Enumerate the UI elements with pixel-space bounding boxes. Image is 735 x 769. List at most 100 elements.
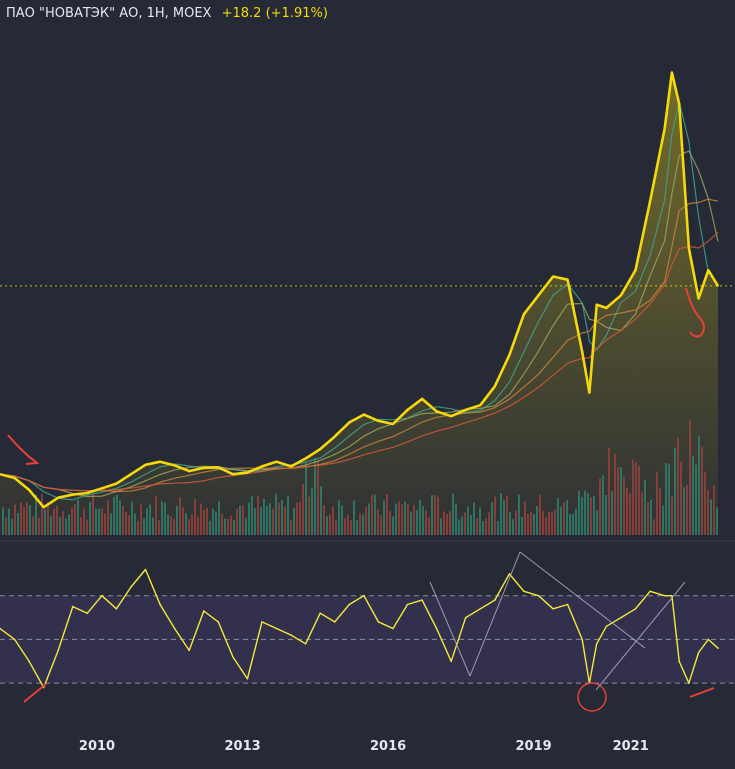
volume-bar (653, 519, 655, 535)
volume-bar (698, 435, 700, 535)
volume-bar (86, 519, 88, 535)
volume-bar (344, 518, 346, 535)
moving-average-line (0, 101, 719, 501)
volume-bar (431, 495, 433, 535)
volume-bar (326, 516, 328, 535)
price-point (42, 506, 45, 509)
rsi-point (0, 627, 1, 630)
price-point (0, 473, 1, 475)
volume-bar (236, 508, 238, 535)
volume-bar (371, 494, 373, 535)
volume-bar (200, 503, 202, 535)
volume-bar (647, 502, 649, 535)
price-point (697, 297, 700, 300)
annotation-layer (7, 287, 715, 712)
volume-bar (20, 502, 22, 535)
volume-bar (503, 500, 505, 535)
volume-bar (179, 497, 181, 535)
volume-bar (632, 459, 634, 535)
volume-bar (494, 496, 496, 535)
volume-bar (392, 516, 394, 535)
volume-bar (77, 499, 79, 535)
price-point (86, 492, 89, 494)
volume-bar (710, 499, 712, 535)
volume-bar (482, 520, 484, 535)
volume-bar (605, 495, 607, 535)
volume-bar (713, 485, 715, 535)
volume-bar (266, 505, 268, 535)
volume-bar (680, 461, 682, 535)
price-point (552, 275, 554, 278)
rsi-point (508, 573, 511, 575)
volume-bar (35, 494, 37, 535)
volume-bar (422, 506, 424, 535)
volume-bar (275, 493, 277, 535)
volume-bar (296, 502, 298, 535)
volume-bar (71, 507, 73, 535)
volume-bar (359, 513, 361, 535)
rsi-point (537, 594, 540, 597)
price-point (232, 473, 234, 476)
volume-bar (41, 494, 43, 535)
rsi-point (86, 612, 89, 614)
volume-bar (506, 495, 508, 535)
volume-bar (287, 496, 289, 535)
rsi-point (435, 627, 438, 630)
rsi-point (566, 603, 569, 606)
rsi-point (290, 634, 292, 636)
volume-bar (320, 486, 322, 535)
volume-bar (50, 516, 52, 535)
price-point (450, 415, 453, 418)
rsi-point (144, 568, 147, 571)
volume-bar (239, 505, 241, 535)
volume-bar (206, 507, 208, 535)
volume-bar (677, 437, 679, 535)
rsi-point (115, 608, 118, 610)
volume-bar (227, 518, 229, 535)
volume-bar (644, 479, 646, 535)
volume-bar (143, 518, 145, 535)
volume-bar (485, 518, 487, 535)
volume-bar (716, 507, 718, 535)
volume-bar (434, 495, 436, 535)
volume-bar (374, 494, 376, 535)
price-point (406, 409, 409, 411)
volume-bar (350, 520, 352, 535)
price-point (333, 435, 336, 438)
volume-bar (380, 515, 382, 535)
volume-bar (467, 506, 469, 535)
volume-bar (704, 472, 706, 535)
volume-layer (2, 420, 718, 535)
volume-bar (368, 503, 370, 535)
price-point (101, 487, 103, 490)
volume-bar (596, 510, 598, 535)
volume-bar (452, 493, 454, 535)
volume-bar (659, 487, 661, 535)
volume-bar (623, 476, 625, 535)
volume-bar (512, 519, 514, 535)
volume-bar (674, 447, 676, 535)
volume-bar (686, 484, 688, 535)
volume-bar (32, 516, 34, 535)
volume-bar (527, 514, 529, 535)
volume-bar (584, 490, 586, 535)
volume-bar (155, 495, 157, 535)
volume-bar (650, 499, 652, 535)
x-tick-label: 2013 (225, 739, 261, 754)
volume-bar (152, 517, 154, 535)
volume-bar (245, 517, 247, 535)
rsi-point (450, 660, 453, 663)
volume-bar (548, 511, 550, 535)
rsi-point (392, 627, 394, 630)
volume-bar (284, 506, 286, 535)
volume-bar (47, 502, 49, 535)
rsi-point (130, 586, 132, 588)
volume-bar (257, 496, 259, 535)
volume-bar (314, 458, 316, 535)
volume-bar (614, 453, 616, 535)
rsi-point (620, 616, 622, 619)
volume-bar (620, 467, 622, 535)
volume-bar (311, 488, 313, 535)
volume-bar (695, 464, 697, 535)
